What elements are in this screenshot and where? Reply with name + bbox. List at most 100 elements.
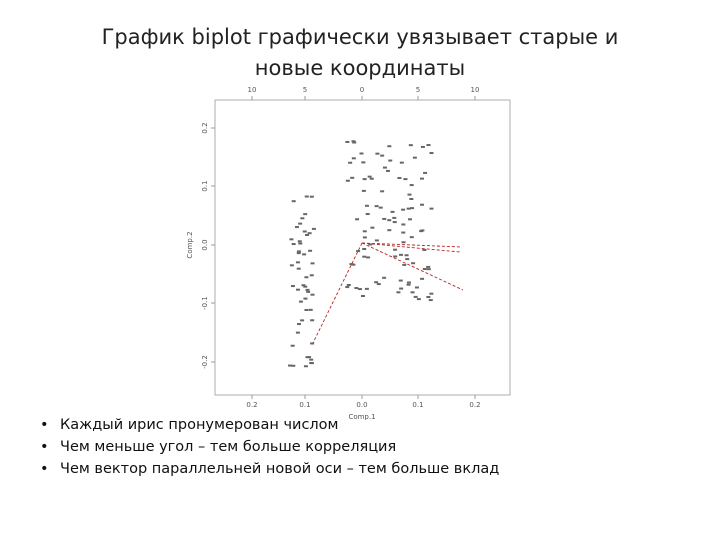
point-marker [388,159,393,162]
point-marker [291,243,296,246]
point-marker [289,238,294,241]
point-marker [296,267,301,270]
point-marker [429,152,434,155]
point-marker [357,288,362,291]
point-marker [297,240,302,243]
vector [311,242,363,346]
point-marker [309,274,314,277]
point-marker [300,217,305,220]
bottom-tick-label: 0.2 [469,401,480,409]
point-marker [310,293,315,296]
point-marker [350,176,355,179]
point-marker [364,204,369,207]
point-marker [361,161,366,164]
point-marker [376,283,381,286]
point-marker [382,276,387,279]
point-marker [295,331,300,334]
point-marker [296,323,301,326]
point-marker [409,184,414,187]
point-marker [298,300,303,303]
point-marker [351,263,356,266]
point-marker [412,156,417,159]
top-tick-label: 5 [303,86,307,94]
point-marker [399,161,404,164]
point-marker [396,291,401,294]
point-marker [302,253,307,256]
point-marker [401,223,406,226]
point-marker [296,250,301,253]
plot-frame [214,99,511,396]
point-marker [362,230,367,233]
point-marker [303,297,308,300]
point-marker [309,195,314,198]
bottom-tick-label: 0.1 [412,401,423,409]
point-marker [403,178,408,181]
point-marker [290,285,295,288]
point-marker [295,288,300,291]
point-marker [429,207,434,210]
point-marker [409,236,414,239]
point-marker [290,344,295,347]
bottom-tick-label: 0.2 [246,401,257,409]
point-marker [409,197,414,200]
point-marker [289,264,294,267]
point-marker [311,227,316,230]
point-marker [419,230,424,233]
point-marker [288,364,293,367]
point-marker [401,208,406,211]
point-marker [367,175,372,178]
point-marker [401,241,406,244]
point-marker [420,145,425,148]
bullet-list: Каждый ирис пронумерован числом Чем мень… [40,414,680,480]
point-marker [304,276,309,279]
point-marker [361,189,366,192]
vector [361,242,461,253]
point-marker [306,290,311,293]
point-marker [406,207,411,210]
point-marker [428,299,433,302]
point-marker [366,256,371,259]
point-marker [304,233,309,236]
left-tick-label: -0.1 [201,296,209,310]
point-marker [291,200,296,203]
point-marker [423,171,428,174]
point-marker [345,140,350,143]
point-marker [300,319,305,322]
point-marker [385,169,390,172]
point-marker [390,210,395,213]
point-marker [410,207,415,210]
point-marker [407,218,412,221]
top-tick-label: 5 [416,86,420,94]
point-marker [410,291,415,294]
point-marker [355,218,360,221]
point-marker [305,288,310,291]
point-marker [310,342,315,345]
vector [361,242,464,291]
vector [361,242,463,248]
point-marker [429,292,434,295]
point-marker [404,254,409,257]
point-marker [422,248,427,251]
bullet: Чем вектор параллельней новой оси – тем … [40,458,680,480]
point-marker [294,226,299,229]
point-marker [374,281,379,284]
left-tick-label: 0.0 [201,239,209,250]
point-marker [407,193,412,196]
point-marker [362,255,367,258]
point-marker [362,178,367,181]
point-marker [401,231,406,234]
point-marker [382,166,387,169]
point-marker [416,298,421,301]
point-marker [308,249,313,252]
point-marker [310,319,315,322]
points [288,140,434,368]
point-marker [426,144,431,147]
point-marker [406,281,411,284]
point-marker [308,308,313,311]
slide-title: График biplot графически увязывает стары… [101,25,619,80]
point-marker [393,255,398,258]
point-marker [369,177,374,180]
point-marker [392,216,397,219]
point-marker [422,268,427,271]
